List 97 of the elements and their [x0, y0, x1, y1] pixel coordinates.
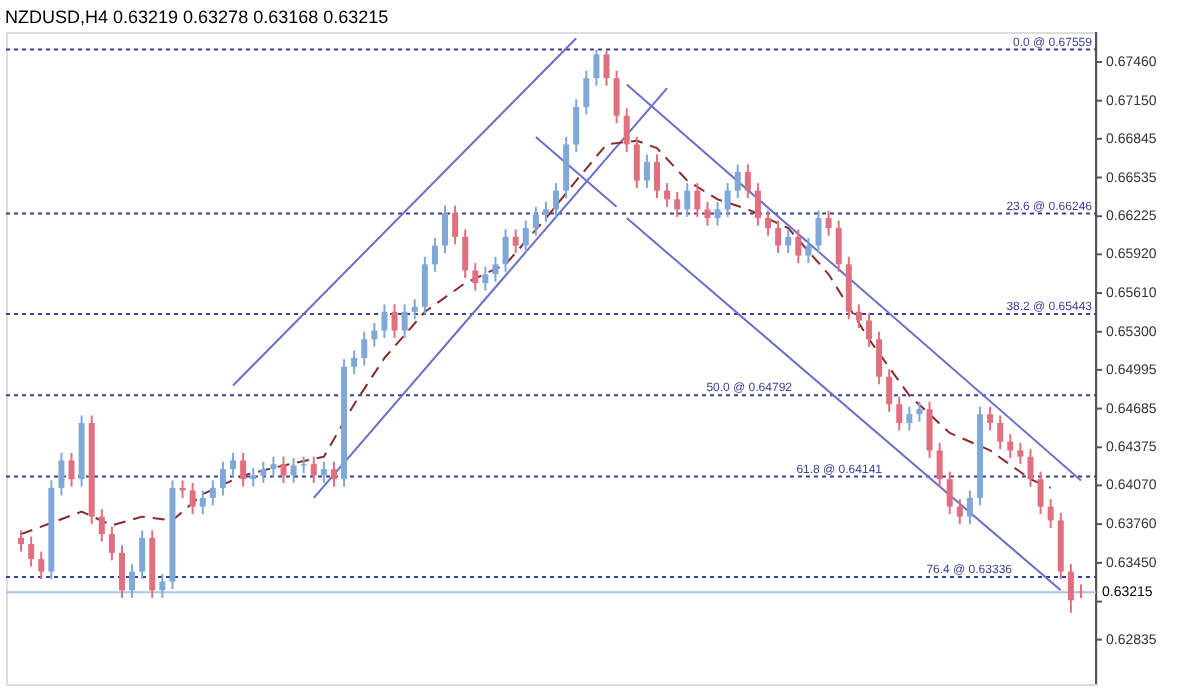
candlestick	[472, 262, 479, 292]
candlestick	[674, 190, 681, 218]
candlestick	[280, 455, 287, 484]
candlestick	[219, 460, 226, 497]
candlestick	[310, 455, 317, 484]
candlestick	[553, 182, 560, 218]
candlestick	[532, 205, 539, 237]
candlestick	[754, 182, 761, 227]
candlestick	[613, 69, 620, 125]
candlestick	[744, 163, 751, 200]
candlestick	[250, 466, 257, 488]
candlestick	[835, 219, 842, 273]
candlestick	[845, 255, 852, 321]
candlestick	[906, 405, 913, 432]
candlestick	[956, 498, 963, 526]
candlestick	[290, 456, 297, 484]
candlestick	[795, 228, 802, 265]
candlestick	[512, 228, 519, 255]
candlestick	[987, 405, 994, 432]
candlestick	[876, 330, 883, 386]
candlestick	[381, 303, 388, 340]
candlestick	[775, 219, 782, 255]
candlestick	[28, 535, 35, 568]
candlestick	[714, 200, 721, 227]
candlestick	[805, 237, 812, 265]
candlestick	[139, 529, 146, 581]
candlestick	[633, 135, 640, 190]
chart-title: NZDUSD,H4 0.63219 0.63278 0.63168 0.63215	[5, 7, 389, 27]
candlestick	[401, 303, 408, 340]
candlestick	[734, 163, 741, 200]
candlestick	[573, 98, 580, 153]
candlestick	[159, 573, 166, 599]
candlestick	[68, 451, 75, 488]
candlestick	[593, 48, 600, 87]
candlestick	[997, 414, 1004, 451]
candlestick	[230, 451, 237, 478]
candlestick	[724, 182, 731, 218]
candlestick	[896, 395, 903, 432]
candlestick	[563, 135, 570, 200]
candlestick	[270, 455, 277, 478]
candlestick	[240, 451, 247, 488]
candlestick	[1017, 441, 1024, 466]
candlestick	[765, 209, 772, 237]
candlestick	[785, 228, 792, 255]
candlestick	[825, 209, 832, 237]
candlestick	[129, 563, 136, 599]
candlestick	[260, 460, 267, 484]
candlestick	[694, 182, 701, 218]
candlestick	[482, 265, 489, 292]
candlestick	[189, 481, 196, 516]
candlestick	[199, 489, 206, 516]
candlestick	[704, 200, 711, 227]
candlestick	[18, 529, 25, 553]
candlestick	[865, 312, 872, 348]
candlestick	[916, 400, 923, 423]
candlestick	[926, 400, 933, 459]
candlestick	[583, 69, 590, 116]
candlestick	[653, 153, 660, 200]
candlestick	[855, 303, 862, 330]
candlestick	[966, 489, 973, 526]
candlestick	[98, 508, 105, 543]
candlestick	[1007, 433, 1014, 459]
candlestick	[361, 330, 368, 367]
candlestick	[118, 544, 125, 599]
candlestick	[603, 49, 610, 87]
candlestick	[391, 303, 398, 340]
candlestick	[946, 470, 953, 516]
candlestick	[492, 255, 499, 283]
candlestick	[1027, 448, 1034, 488]
candlestick	[351, 349, 358, 376]
candlestick	[1047, 498, 1054, 529]
candlestick	[936, 441, 943, 488]
candlestick	[371, 322, 378, 348]
candlestick	[452, 204, 459, 246]
candlestick	[462, 228, 469, 280]
candlestick	[542, 200, 549, 223]
candlestick	[108, 525, 115, 562]
candlestick	[1067, 563, 1074, 614]
candlestick	[58, 451, 65, 497]
candlestick	[664, 182, 671, 208]
candlestick	[442, 204, 449, 255]
candlestick	[522, 219, 529, 255]
candlestick	[330, 460, 337, 488]
candlestick	[421, 255, 428, 316]
candlestick	[502, 228, 509, 273]
candlestick	[411, 298, 418, 321]
candlestick	[684, 182, 691, 218]
candlestick	[643, 153, 650, 190]
candlestick	[886, 368, 893, 413]
candlestick	[320, 460, 327, 484]
candlestick	[623, 107, 630, 153]
candlestick	[209, 479, 216, 507]
candlestick	[431, 237, 438, 273]
line-series	[20, 139, 1052, 536]
candlestick	[38, 550, 45, 581]
candlestick	[815, 209, 822, 255]
candlestick	[1037, 470, 1044, 516]
